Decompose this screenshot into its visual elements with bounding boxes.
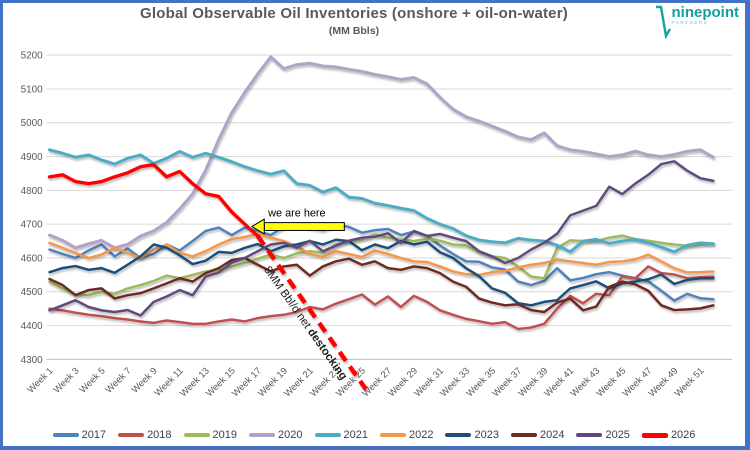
y-axis-label-5100: 5100 [21,84,44,95]
series-line-2025 [48,160,715,317]
series-line-2018 [48,265,715,331]
y-axis-label-4600: 4600 [21,253,44,264]
series-line-2020 [48,55,715,250]
legend-item-2019: 2019 [183,429,238,441]
legend-swatch-2026 [641,432,668,438]
legend-swatch-2024 [510,433,537,437]
x-axis-label-week-7: Week 7 [104,366,133,395]
legend-swatch-2018 [118,433,145,437]
x-axis-label-week-3: Week 3 [51,366,80,395]
we-are-here-arrow-head-icon [250,218,265,235]
plot-area: 4300 4400 4500 4600 4700 4800 4900 5000 5100 5200… [21,51,733,399]
x-axis-label-week-5: Week 5 [77,366,106,395]
legend-item-2017: 2017 [52,429,107,441]
legend-label-2024: 2024 [539,429,565,441]
destocking-annotation-text: 8MM Bbl/d net destocking [261,264,349,382]
logo-swoosh-icon [655,5,671,39]
legend-item-2025: 2025 [576,429,630,441]
legend-label-2025: 2025 [605,429,630,441]
series-line-2026 [47,162,260,238]
chart-subtitle: (MM Bbls) [328,25,380,37]
legend-item-2018: 2018 [118,429,172,441]
legend-swatch-2023 [445,433,472,437]
x-axis-label-week-1: Week 1 [25,366,54,395]
y-axis-label-5200: 5200 [21,51,44,62]
y-axis-label-5000: 5000 [21,118,44,129]
ninepoint-logo: ninepoint PARTNERS [654,4,740,39]
series-line-2023 [48,238,715,307]
legend-swatch-2017 [52,433,79,437]
legend-label-2020: 2020 [278,429,303,441]
legend-item-2023: 2023 [445,429,499,441]
we-are-here-arrow-body [263,222,345,231]
y-axis-label-4400: 4400 [21,321,44,332]
y-axis-label-4700: 4700 [21,220,44,231]
legend-item-2022: 2022 [380,429,433,441]
legend-label-2022: 2022 [409,429,434,441]
legend-item-2024: 2024 [510,429,565,441]
legend-swatch-2025 [576,433,603,437]
legend-swatch-2019 [183,433,210,437]
legend-item-2026: 2026 [641,429,696,441]
legend-label-2023: 2023 [474,429,499,441]
legend-swatch-2021 [314,433,341,437]
logo-tagline: PARTNERS [671,20,709,25]
legend-label-2021: 2021 [343,429,368,441]
y-axis-label-4800: 4800 [21,186,44,197]
y-axis-label-4900: 4900 [21,152,44,163]
y-axis-label-4500: 4500 [21,287,44,298]
legend-label-2018: 2018 [147,429,172,441]
series-line-2017 [48,222,715,302]
chart-legend: 2017 2018 2019 2020 2021 2022 2023 2024 2025 2026 [3,429,745,441]
we-are-here-label: we are here [267,207,325,219]
legend-swatch-2020 [249,433,276,437]
chart-title: Global Observable Oil Inventories (onsho… [140,5,568,22]
legend-item-2020: 2020 [249,429,303,441]
legend-label-2026: 2026 [670,429,696,441]
series-line-2021 [48,148,715,254]
series-line-2024 [48,256,715,314]
destocking-projection-line [255,234,368,391]
legend-label-2017: 2017 [81,429,107,441]
y-axis-label-4300: 4300 [21,355,44,366]
legend-item-2021: 2021 [314,429,368,441]
legend-label-2019: 2019 [212,429,238,441]
logo-name: ninepoint [671,4,740,21]
legend-swatch-2022 [380,433,406,437]
